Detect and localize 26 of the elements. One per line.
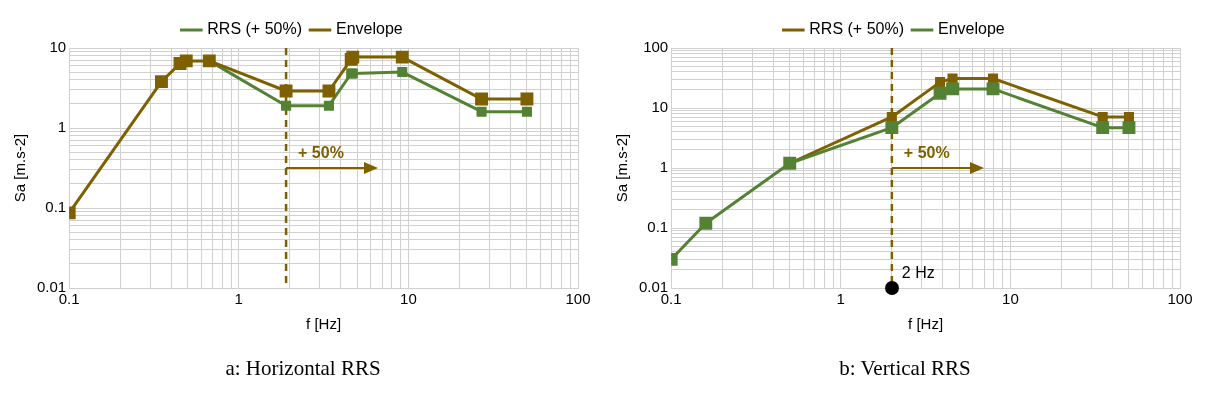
text: b: Vertical RRS — [838, 356, 972, 381]
y-tick-label: 100 — [643, 38, 669, 56]
x-tick-label: 10 — [1002, 290, 1019, 308]
y-axis-title: Sa [m.s-2] — [11, 133, 29, 203]
x-tick-label: 100 — [1167, 290, 1193, 308]
y-tick-label: 1 — [57, 118, 67, 136]
x-axis-title: f [Hz] — [908, 315, 944, 333]
legend-label: RRS (+ 50%) — [809, 20, 904, 38]
x-tick-label: 1 — [234, 290, 243, 308]
ref-line-label: 2 Hz — [901, 264, 935, 282]
y-tick-label: 0.1 — [647, 218, 669, 236]
annotation: + 50% — [298, 144, 344, 162]
x-tick-label: 10 — [400, 290, 417, 308]
y-axis-title: Sa [m.s-2] — [613, 133, 631, 203]
y-tick-label: 0.1 — [45, 198, 67, 216]
y-tick-label: 1 — [659, 158, 669, 176]
legend-label: Envelope — [937, 20, 1005, 38]
x-axis-title: f [Hz] — [306, 315, 342, 333]
y-tick-label: 10 — [651, 98, 669, 116]
x-tick-label: 1 — [836, 290, 845, 308]
text: a: Horizontal RRS — [224, 356, 382, 381]
legend-label: Envelope — [335, 20, 403, 38]
y-tick-label: 10 — [49, 38, 67, 56]
legend-label: RRS (+ 50%) — [207, 20, 302, 38]
annotation: + 50% — [903, 144, 950, 162]
x-tick-label: 100 — [565, 290, 591, 308]
